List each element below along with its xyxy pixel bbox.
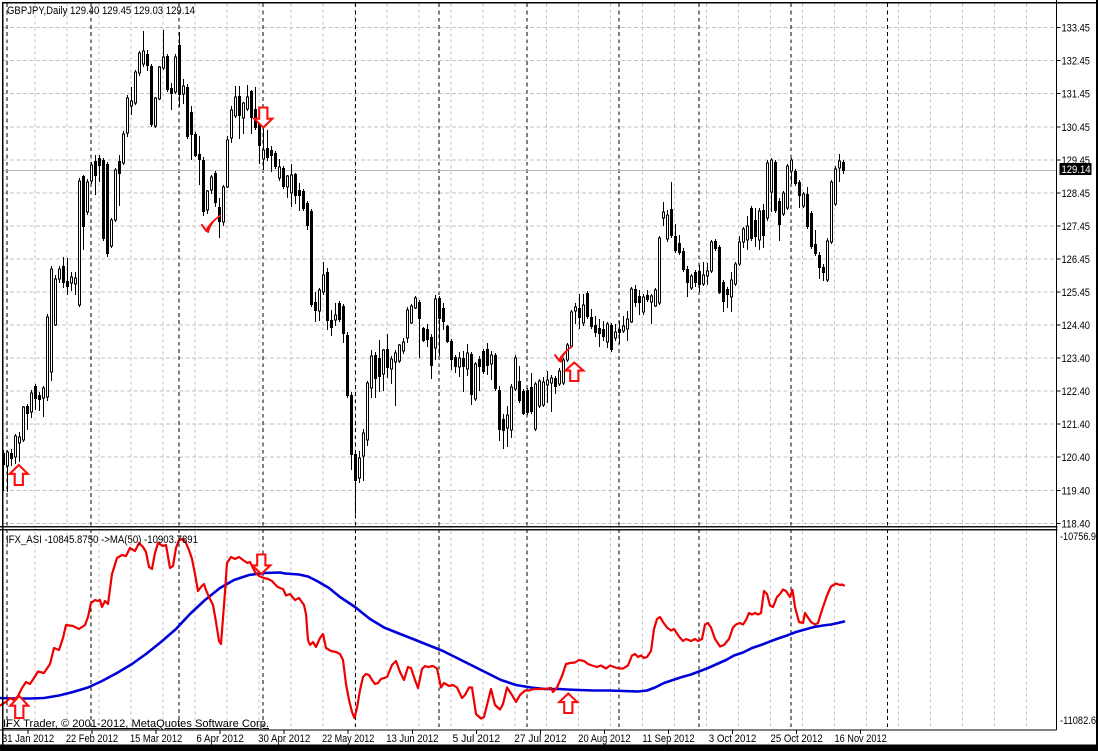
svg-text:13 Jun 2012: 13 Jun 2012 [386,733,438,745]
svg-text:GBPJPY,Daily 129.40 129.45 12: GBPJPY,Daily 129.40 129.45 129.03 129.14 [7,5,195,17]
svg-text:22 Feb 2012: 22 Feb 2012 [66,733,118,745]
svg-text:126.45: 126.45 [1062,254,1091,266]
svg-text:30 Apr 2012: 30 Apr 2012 [258,733,310,745]
svg-text:131.45: 131.45 [1062,89,1091,101]
svg-text:121.40: 121.40 [1062,419,1091,431]
svg-text:-10756.9: -10756.9 [1060,531,1096,543]
svg-text:127.45: 127.45 [1062,221,1091,233]
svg-text:123.40: 123.40 [1062,353,1091,365]
svg-text:27 Jul 2012: 27 Jul 2012 [514,733,566,745]
svg-text:15 Mar 2012: 15 Mar 2012 [130,733,182,745]
svg-text:31 Jan 2012: 31 Jan 2012 [2,733,54,745]
svg-text:IFX_ASI -10845.8750 ->MA(50): IFX_ASI -10845.8750 ->MA(50) -10903.7891 [6,534,198,546]
svg-text:IFX Trader, © 2001-2012, MetaQ: IFX Trader, © 2001-2012, MetaQuotes Soft… [3,718,269,730]
svg-text:3 Oct 2012: 3 Oct 2012 [709,733,757,745]
svg-text:122.40: 122.40 [1062,386,1091,398]
svg-text:6 Apr 2012: 6 Apr 2012 [196,733,244,745]
svg-text:125.45: 125.45 [1062,287,1091,299]
svg-text:128.45: 128.45 [1062,188,1091,200]
svg-text:25 Oct 2012: 25 Oct 2012 [771,733,823,745]
svg-text:129.14: 129.14 [1062,164,1091,176]
svg-text:22 May 2012: 22 May 2012 [322,733,374,745]
svg-text:20 Aug 2012: 20 Aug 2012 [578,733,630,745]
svg-text:16 Nov 2012: 16 Nov 2012 [835,733,887,745]
svg-text:133.45: 133.45 [1062,23,1091,35]
svg-text:119.40: 119.40 [1062,485,1091,497]
svg-text:120.40: 120.40 [1062,452,1091,464]
svg-text:132.45: 132.45 [1062,56,1091,68]
svg-text:124.40: 124.40 [1062,320,1091,332]
svg-text:11 Sep 2012: 11 Sep 2012 [642,733,694,745]
svg-text:118.40: 118.40 [1062,518,1091,530]
svg-text:130.45: 130.45 [1062,122,1091,134]
svg-text:5 Jul 2012: 5 Jul 2012 [453,733,501,745]
svg-text:-11082.6: -11082.6 [1060,715,1096,727]
